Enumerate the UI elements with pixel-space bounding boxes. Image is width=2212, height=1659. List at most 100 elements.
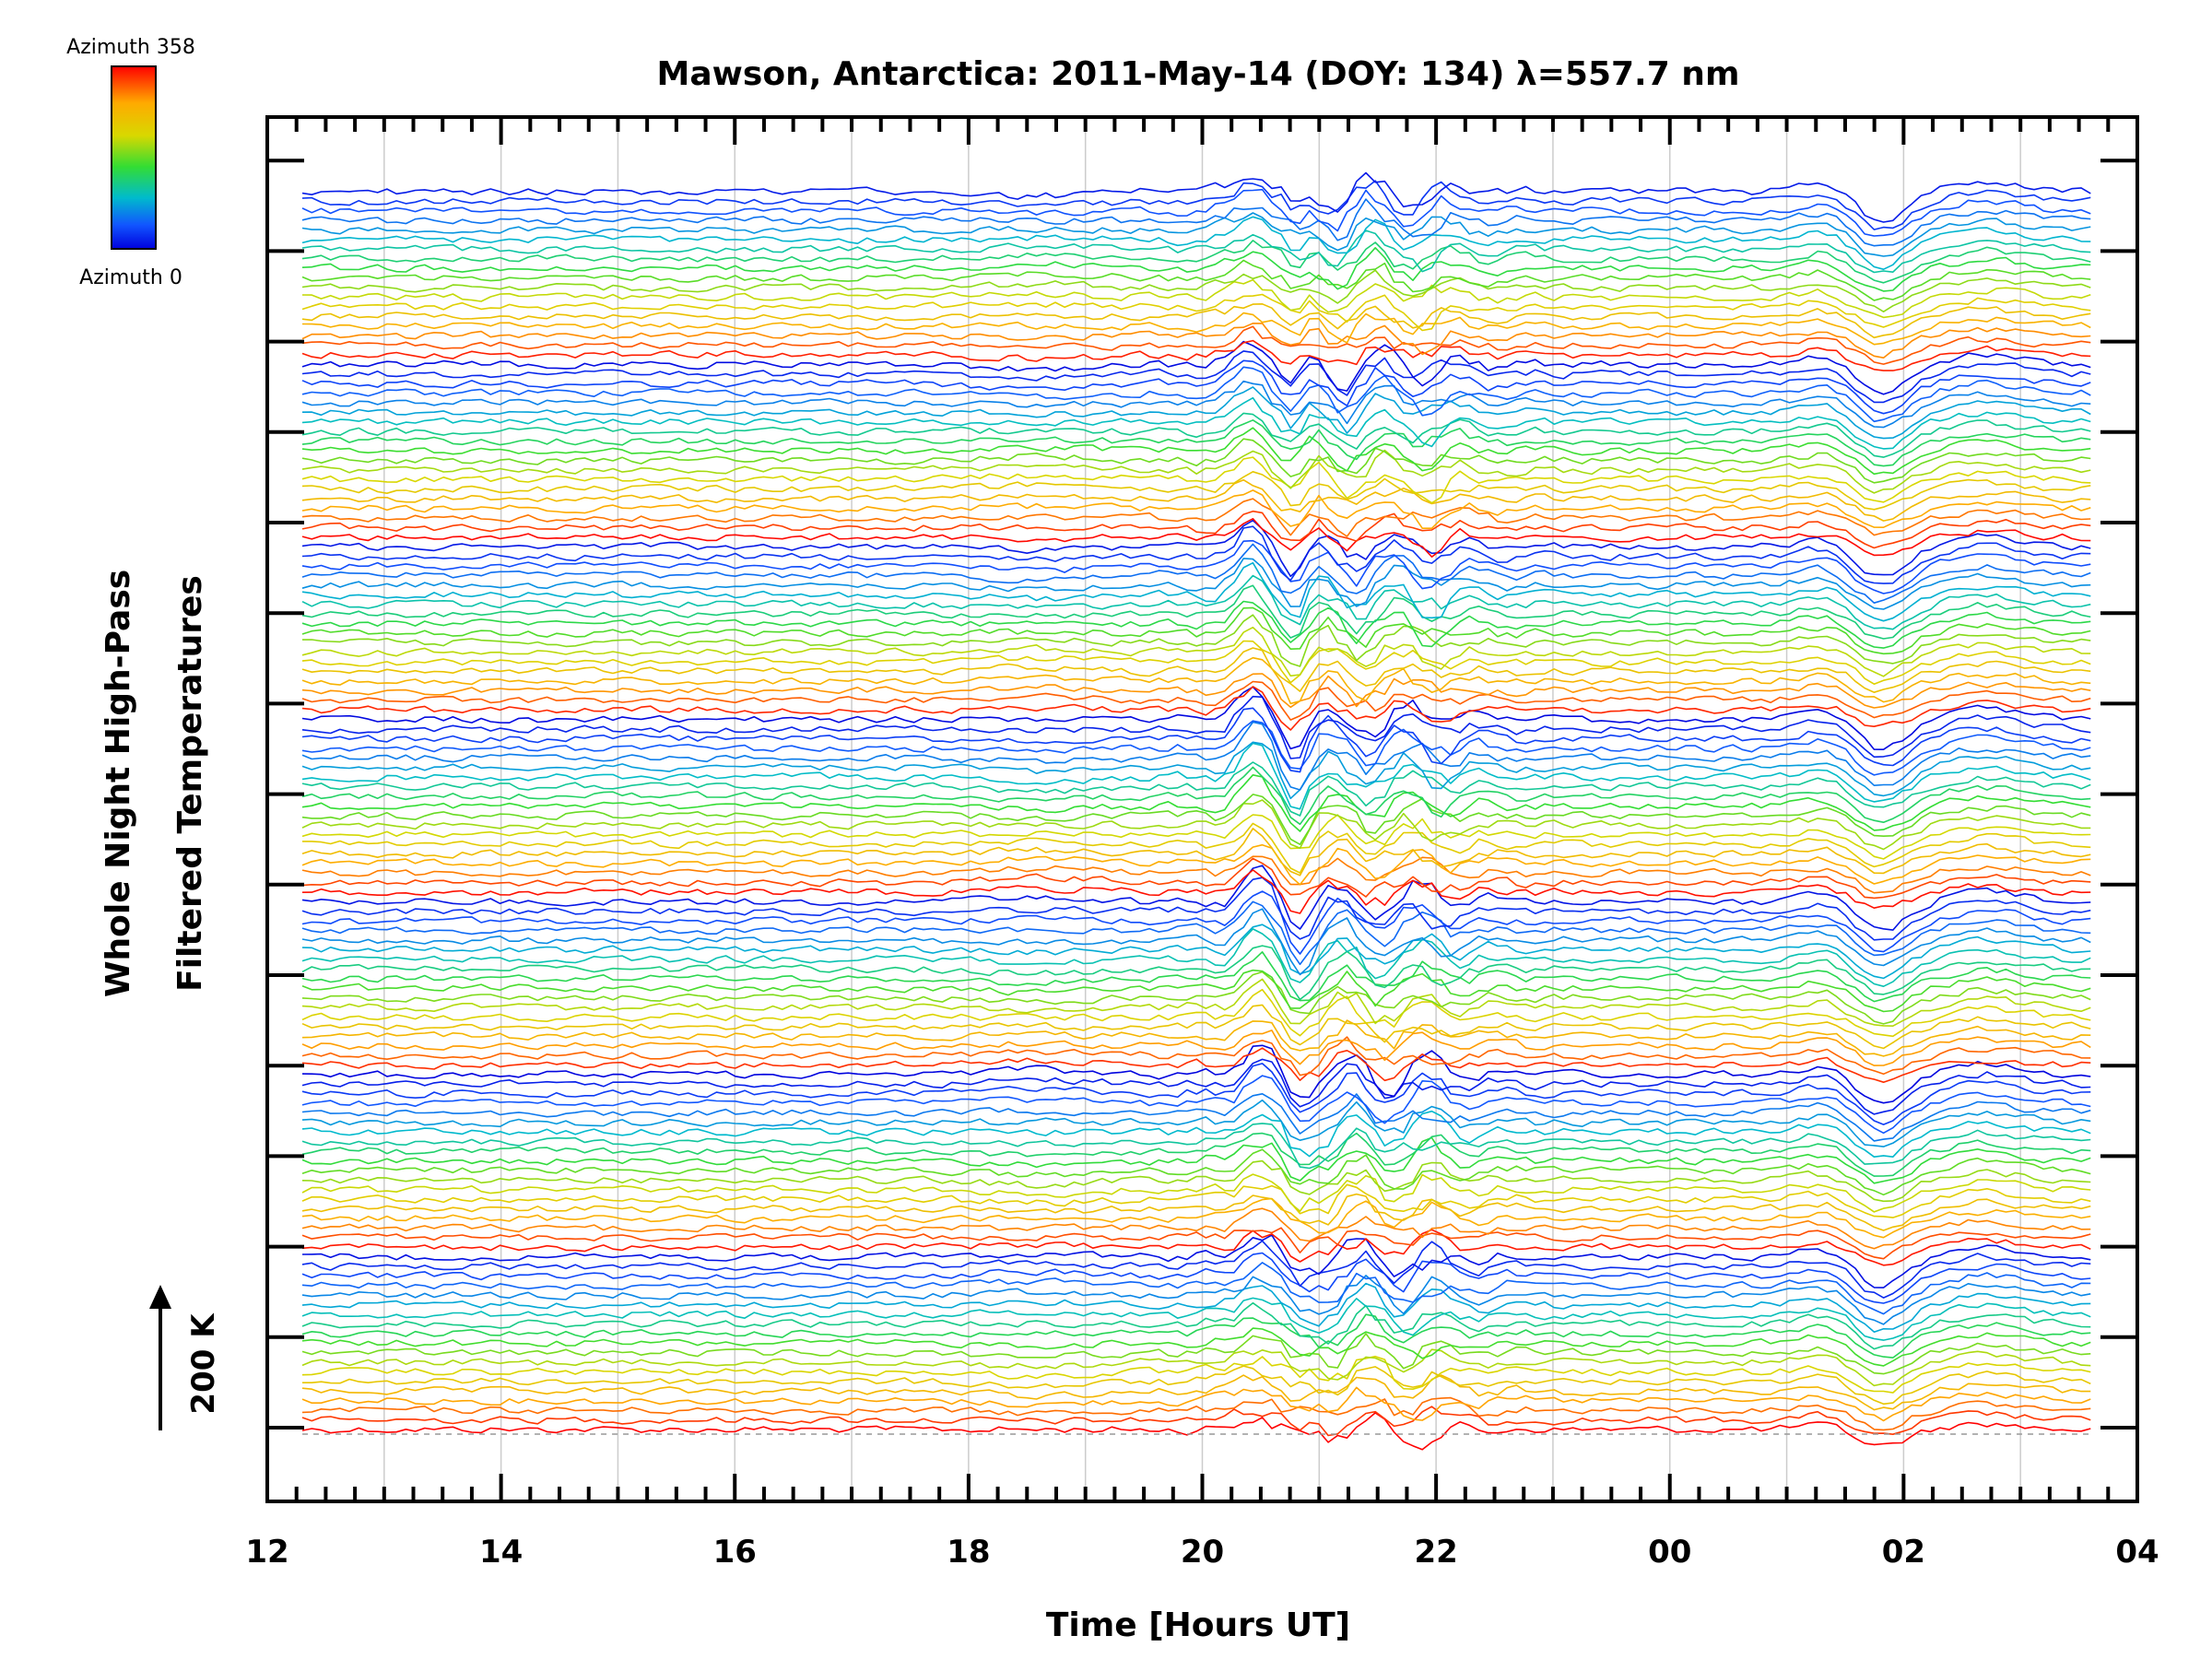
- trace-line: [302, 822, 2091, 874]
- x-tick-label: 14: [479, 1534, 523, 1571]
- trace-line: [301, 1019, 2091, 1057]
- colorbar-top-label: Azimuth 358: [66, 36, 195, 59]
- trace-line: [301, 584, 2091, 640]
- trace-line: [301, 741, 2091, 800]
- trace-line: [301, 686, 2091, 750]
- trace-line: [301, 216, 2091, 270]
- trace-line: [301, 1396, 2091, 1431]
- trace-line: [301, 686, 2091, 731]
- trace-line: [301, 640, 2091, 685]
- trace-line: [301, 869, 2091, 914]
- trace-line: [301, 1148, 2091, 1196]
- trace-line: [301, 1036, 2091, 1077]
- trace-line: [301, 510, 2091, 549]
- trace-line: [301, 171, 2091, 223]
- trace-line: [301, 843, 2091, 886]
- trace-line: [301, 900, 2091, 966]
- trace-line: [301, 951, 2091, 1003]
- trace-line: [301, 799, 2091, 851]
- colorbar: [111, 65, 157, 250]
- trace-line: [301, 742, 2091, 810]
- trace-line: [301, 561, 2091, 622]
- trace-line: [301, 1301, 2091, 1350]
- trace-line: [301, 180, 2091, 230]
- trace-line: [301, 1412, 2091, 1451]
- trace-line: [301, 396, 2091, 450]
- trace-line: [301, 419, 2091, 467]
- trace-line: [301, 1333, 2091, 1375]
- trace-line: [301, 1229, 2091, 1266]
- trace-line: [302, 1365, 2091, 1406]
- trace-line: [301, 449, 2091, 494]
- trace-line: [301, 1234, 2091, 1288]
- scale-bar-arrow-head: [149, 1285, 171, 1309]
- trace-line: [301, 325, 2091, 365]
- trace-line: [301, 1355, 2091, 1394]
- trace-line: [301, 720, 2091, 776]
- trace-line: [301, 1193, 2091, 1231]
- trace-line: [301, 1348, 2091, 1387]
- trace-line: [301, 303, 2091, 339]
- trace-line: [301, 978, 2091, 1027]
- trace-line: [301, 680, 2091, 721]
- trace-line: [301, 908, 2091, 976]
- trace-line: [301, 1093, 2091, 1142]
- trace-line: [301, 828, 2091, 877]
- trace-line: [301, 386, 2091, 440]
- trace-line: [301, 518, 2091, 558]
- trace-line: [301, 438, 2091, 484]
- trace-line: [301, 1123, 2091, 1170]
- trace-line: [301, 359, 2091, 415]
- scale-bar-label: 200 K: [185, 1312, 222, 1415]
- trace-line: [301, 721, 2091, 791]
- trace-line: [301, 489, 2091, 529]
- trace-line: [301, 1099, 2091, 1147]
- x-tick-label: 02: [1882, 1534, 1925, 1571]
- trace-line: [301, 350, 2091, 404]
- trace-line: [301, 988, 2091, 1038]
- trace-line: [301, 229, 2091, 274]
- trace-line: [301, 707, 2091, 773]
- trace-line: [301, 198, 2091, 247]
- trace-line: [301, 945, 2091, 1001]
- trace-line: [301, 1374, 2091, 1411]
- colorbar-bottom-label: Azimuth 0: [79, 266, 182, 289]
- trace-line: [301, 673, 2091, 709]
- trace-line: [301, 600, 2091, 649]
- trace-line: [301, 312, 2091, 346]
- trace-line: [301, 1044, 2091, 1104]
- trace-line: [301, 695, 2091, 759]
- trace-line: [301, 212, 2091, 257]
- trace-line: [301, 1075, 2091, 1135]
- trace-line: [301, 558, 2091, 610]
- traces: [301, 171, 2091, 1451]
- trace-line: [301, 1058, 2091, 1115]
- trace-line: [301, 543, 2091, 604]
- trace-line: [301, 1159, 2091, 1203]
- trace-line: [301, 293, 2091, 332]
- trace-line: [301, 1327, 2091, 1367]
- trace-line: [301, 1183, 2091, 1218]
- trace-line: [301, 525, 2091, 584]
- trace-line: [301, 1262, 2091, 1315]
- trace-line: [301, 1004, 2091, 1050]
- y-ticks: [267, 159, 2137, 1430]
- x-tick-label: 18: [947, 1534, 990, 1571]
- trace-line: [301, 1275, 2091, 1325]
- x-ticks: [265, 117, 2139, 1501]
- trace-line: [301, 865, 2091, 931]
- trace-line: [301, 259, 2091, 301]
- x-tick-label: 12: [245, 1534, 288, 1571]
- trace-line: [301, 339, 2091, 371]
- trace-line: [301, 1227, 2091, 1260]
- trace-line: [301, 606, 2091, 655]
- trace-line: [301, 1207, 2091, 1250]
- x-tick-label: 00: [1648, 1534, 1691, 1571]
- trace-line: [301, 1110, 2091, 1158]
- trace-line: [301, 656, 2091, 705]
- x-tick-label: 22: [1414, 1534, 1457, 1571]
- trace-line: [301, 340, 2091, 395]
- trace-line: [301, 614, 2091, 667]
- trace-line: [301, 794, 2091, 845]
